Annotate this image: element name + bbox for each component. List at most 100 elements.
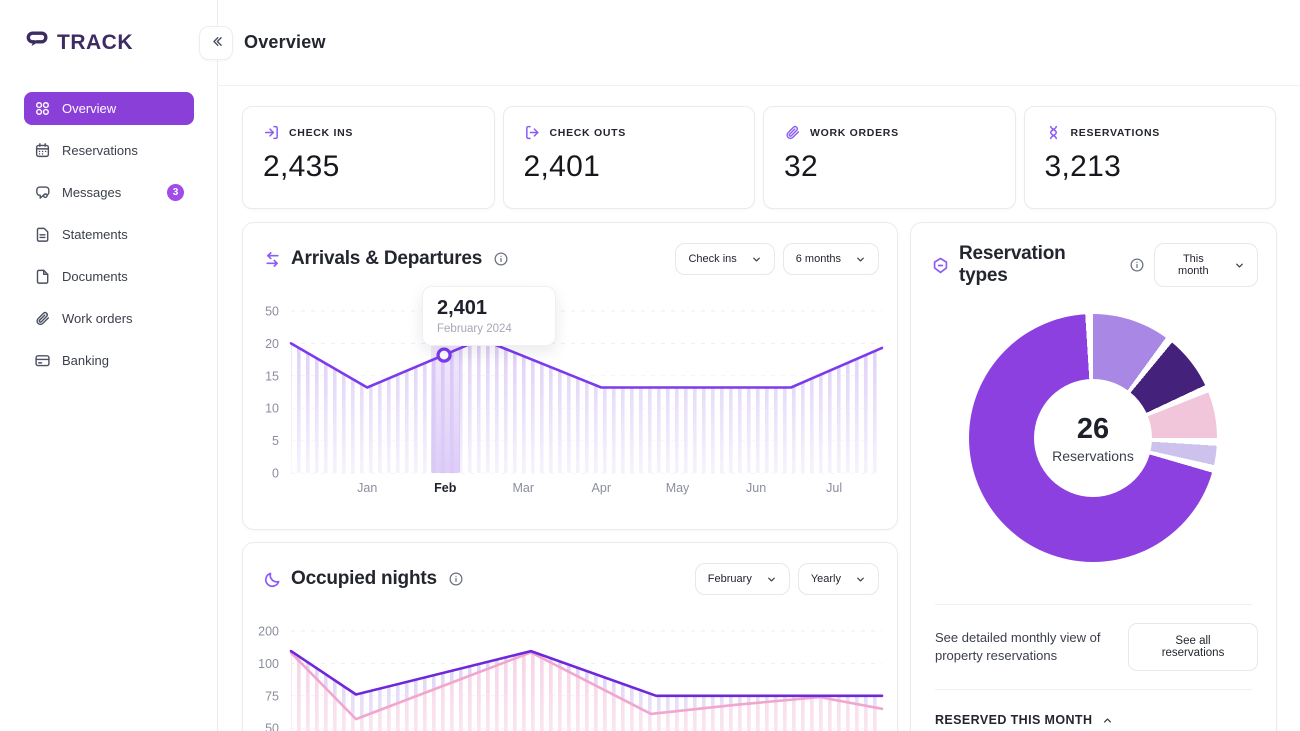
- stat-card-work-orders: WORK ORDERS 32: [763, 106, 1016, 209]
- divider: [935, 604, 1252, 605]
- see-all-reservations-button[interactable]: See all reservations: [1128, 623, 1258, 671]
- paperclip-icon: [34, 310, 51, 327]
- topbar: Overview: [218, 0, 1300, 86]
- calendar-icon: [34, 142, 51, 159]
- tooltip-value: 2,401: [437, 297, 488, 319]
- divider: [935, 689, 1252, 690]
- reservation-types-filters: This month: [1153, 243, 1258, 287]
- dropdown-label: 6 months: [795, 253, 841, 265]
- bank-card-icon: [34, 352, 51, 369]
- cta-text: See detailed monthly view of property re…: [935, 629, 1101, 663]
- info-icon[interactable]: [448, 571, 464, 587]
- reserved-this-month-toggle[interactable]: RESERVED THIS MONTH: [935, 713, 1114, 727]
- chart-tooltip: 2,401 February 2024: [422, 286, 556, 346]
- arrivals-filter-range[interactable]: 6 months: [782, 243, 879, 275]
- arrivals-departures-panel: Arrivals & Departures Check ins 6 months …: [242, 222, 898, 530]
- stat-label: CHECK OUTS: [549, 126, 626, 139]
- donut-center-label: Reservations: [1052, 447, 1134, 464]
- stat-value: 32: [784, 150, 818, 183]
- svg-text:5: 5: [272, 434, 279, 448]
- chevron-down-icon: [766, 574, 777, 585]
- chevron-up-icon: [1101, 714, 1114, 727]
- sidebar: TRACK Overview Reservations Messages 3 State…: [0, 0, 218, 731]
- sidebar-item-reservations[interactable]: Reservations: [24, 134, 194, 167]
- footer-label: RESERVED THIS MONTH: [935, 713, 1093, 727]
- arrivals-title: Arrivals & Departures: [291, 248, 483, 269]
- occupied-filter-range[interactable]: Yearly: [797, 563, 879, 595]
- svg-text:May: May: [666, 481, 690, 495]
- sidebar-item-label: Documents: [62, 269, 128, 284]
- stat-card-check-ins: CHECK INS 2,435: [242, 106, 495, 209]
- stat-value: 3,213: [1044, 150, 1122, 183]
- swap-arrows-icon: [263, 250, 282, 269]
- occupied-filter-month[interactable]: February: [694, 563, 790, 595]
- sidebar-item-label: Work orders: [62, 311, 133, 326]
- svg-text:20: 20: [265, 337, 279, 351]
- dropdown-label: February: [707, 573, 752, 585]
- chevrons-left-icon: [209, 34, 224, 52]
- occupied-title: Occupied nights: [291, 568, 437, 589]
- svg-text:75: 75: [265, 689, 279, 703]
- dropdown-label: This month: [1178, 253, 1209, 277]
- svg-text:Mar: Mar: [512, 481, 534, 495]
- svg-text:10: 10: [265, 402, 279, 416]
- sidebar-nav: Overview Reservations Messages 3 Statements D…: [24, 92, 194, 386]
- svg-text:0: 0: [272, 467, 279, 481]
- occupied-filters: February Yearly: [694, 563, 879, 595]
- page-title: Overview: [244, 32, 326, 52]
- sidebar-item-statements[interactable]: Statements: [24, 218, 194, 251]
- svg-text:50: 50: [265, 722, 279, 731]
- track-logo-icon: [24, 27, 50, 58]
- tooltip-label: February 2024: [437, 323, 512, 335]
- sidebar-item-messages[interactable]: Messages 3: [24, 176, 194, 209]
- chevron-down-icon: [855, 254, 866, 265]
- brand-name: TRACK: [57, 30, 133, 54]
- svg-text:Jun: Jun: [746, 481, 766, 495]
- sidebar-item-label: Messages: [62, 185, 122, 200]
- chevron-down-icon: [1234, 260, 1245, 271]
- sidebar-item-label: Overview: [62, 101, 117, 116]
- dropdown-label: Check ins: [688, 253, 737, 265]
- stat-value: 2,435: [263, 150, 340, 183]
- stat-card-check-outs: CHECK OUTS 2,401: [502, 106, 755, 209]
- arrivals-chart[interactable]: 0 5 10 15 20 50 Jan Feb Mar Apr May Jun Jul: [243, 298, 899, 531]
- sidebar-item-work-orders[interactable]: Work orders: [24, 302, 194, 335]
- reservation-types-donut[interactable]: 26 Reservations: [969, 314, 1217, 562]
- chat-icon: [34, 184, 51, 201]
- stat-card-reservations: RESERVATIONS 3,213: [1023, 106, 1276, 209]
- stat-label: WORK ORDERS: [810, 126, 899, 139]
- home-icon: [931, 256, 950, 275]
- stat-label: CHECK INS: [289, 126, 354, 139]
- check-in-icon: [263, 124, 280, 141]
- info-icon[interactable]: [493, 251, 509, 267]
- arrivals-filter-metric[interactable]: Check ins: [675, 243, 775, 275]
- occupied-chart[interactable]: 0255075100200: [243, 618, 899, 731]
- document-icon: [34, 268, 51, 285]
- statement-icon: [34, 226, 51, 243]
- reservations-cta-row: See detailed monthly view of property re…: [935, 623, 1258, 671]
- sidebar-item-label: Statements: [62, 227, 128, 242]
- donut-center: 26 Reservations: [1034, 379, 1152, 497]
- sidebar-item-overview[interactable]: Overview: [24, 92, 194, 125]
- svg-text:50: 50: [265, 305, 279, 319]
- brand-logo[interactable]: TRACK: [24, 27, 133, 58]
- reservation-types-title: Reservation types: [959, 243, 1066, 286]
- check-out-icon: [524, 124, 541, 141]
- sidebar-item-documents[interactable]: Documents: [24, 260, 194, 293]
- chevron-down-icon: [855, 574, 866, 585]
- sidebar-item-label: Reservations: [62, 143, 138, 158]
- reservation-types-panel: Reservation types This month 26 Reservat…: [910, 222, 1277, 731]
- sidebar-item-banking[interactable]: Banking: [24, 344, 194, 377]
- sidebar-collapse-button[interactable]: [199, 26, 233, 60]
- stats-row: CHECK INS 2,435 CHECK OUTS 2,401 WORK ORDERS…: [242, 106, 1276, 209]
- svg-text:Apr: Apr: [592, 481, 611, 495]
- stat-label: RESERVATIONS: [1070, 126, 1160, 139]
- arrivals-filters: Check ins 6 months: [675, 243, 879, 275]
- paperclip-icon: [784, 124, 801, 141]
- svg-text:200: 200: [258, 625, 279, 639]
- reservation-types-filter[interactable]: This month: [1153, 243, 1258, 287]
- svg-text:100: 100: [258, 657, 279, 671]
- svg-text:Jan: Jan: [357, 481, 377, 495]
- info-icon[interactable]: [1129, 257, 1145, 273]
